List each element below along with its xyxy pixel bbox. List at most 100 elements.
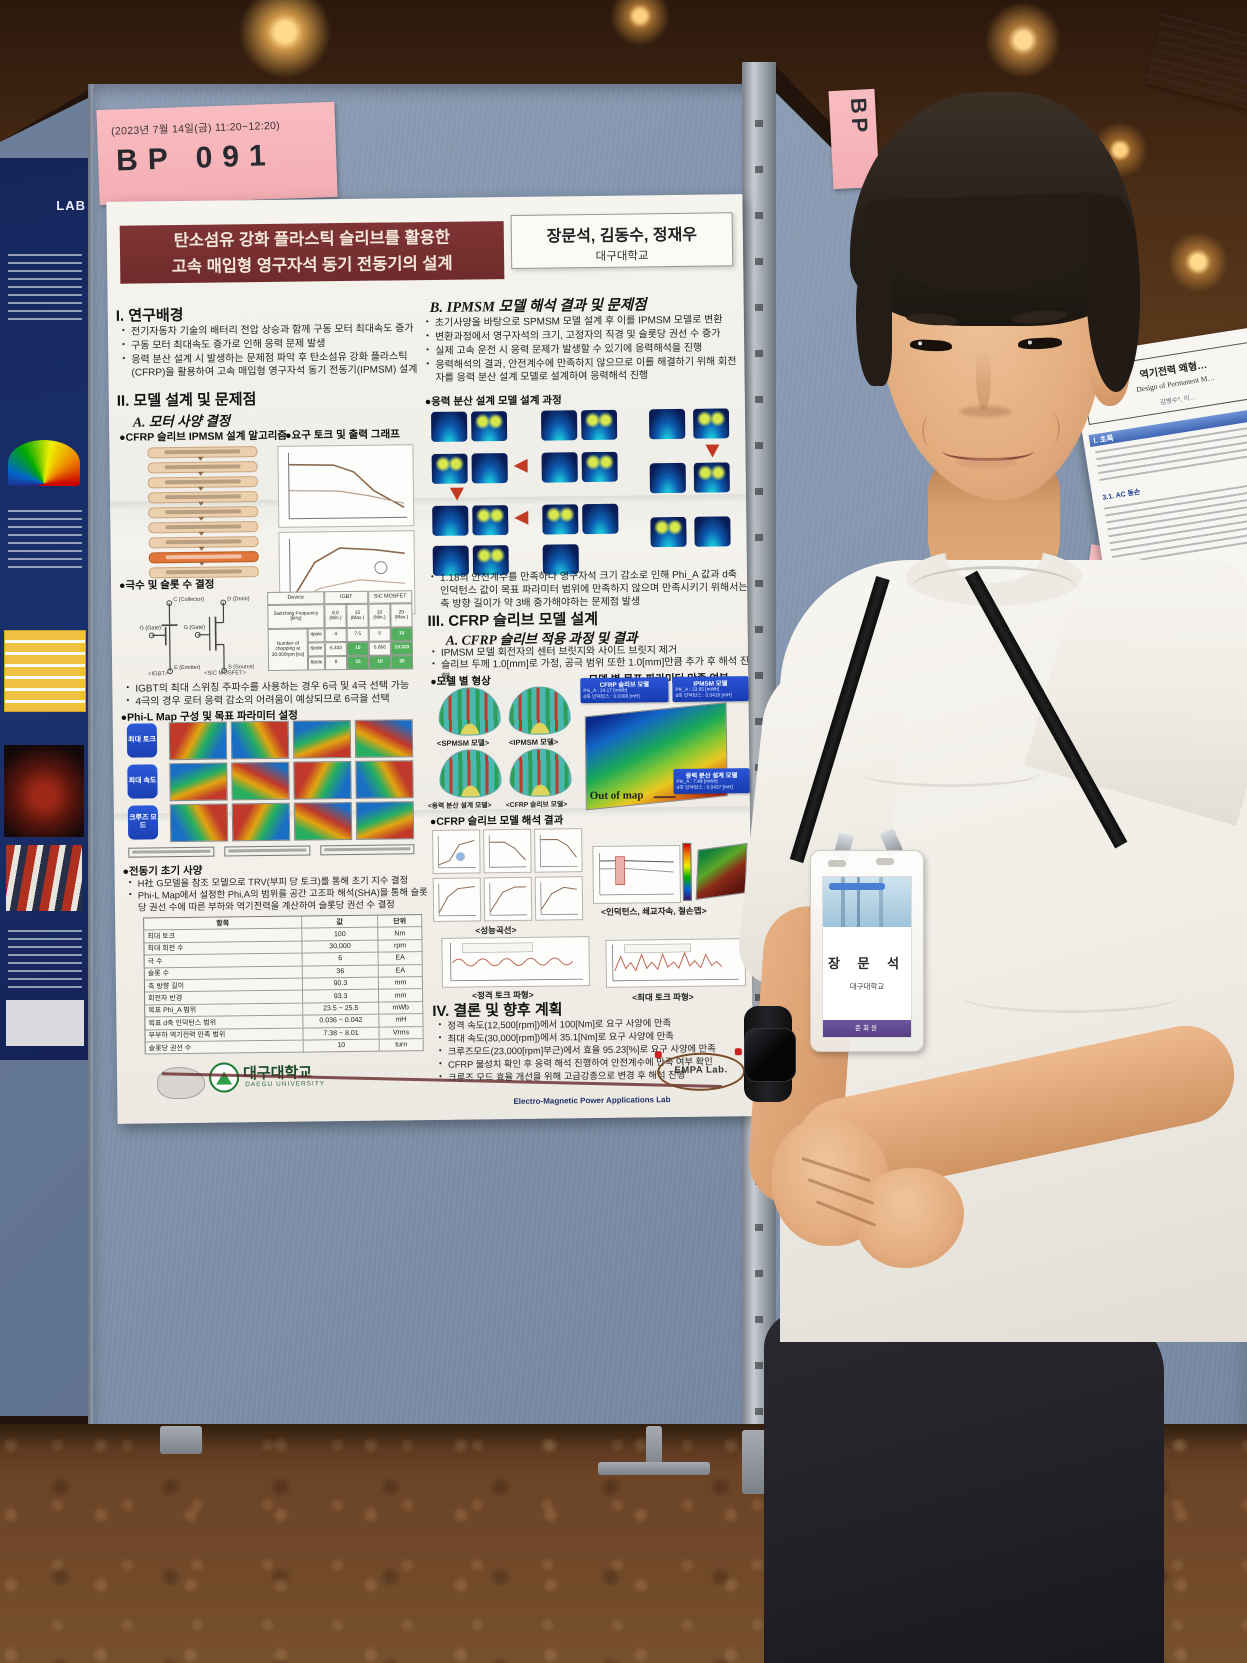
shirt-fold xyxy=(860,760,1040,787)
person-hand xyxy=(856,1168,964,1268)
board-foot xyxy=(160,1426,202,1454)
phil-map-thumb xyxy=(355,801,415,840)
flowchart-arrow xyxy=(197,471,204,476)
freq-val: 8.0 (Min.) xyxy=(324,604,347,629)
igbt-caption: <IGBT> xyxy=(148,671,169,678)
spec-unit: mH xyxy=(379,1014,424,1028)
cell: 5.333 xyxy=(324,642,347,657)
cfrp-result-heading: ●CFRP 슬리브 모델 해석 결과 xyxy=(429,814,564,829)
flowchart-arrow xyxy=(198,531,205,536)
section-1-heading: I. 연구배경 xyxy=(115,306,184,325)
cell: 5 xyxy=(368,627,391,642)
param-box-ipmsm: IPMSM 모델 Phi_A : 23.85 [mWb] d축 인덕턴스 : 0… xyxy=(672,676,749,703)
map-caption-strip xyxy=(224,845,311,857)
spec-value: 10 xyxy=(303,1039,380,1053)
session-label-bp091: (2023년 7월 14일(금) 11:20~12:20) BP 091 xyxy=(96,101,338,206)
university-name-en: DAEGU UNIVERSITY xyxy=(245,1080,326,1089)
section-2-heading: II. 모델 설계 및 문제점 xyxy=(116,391,257,410)
flowchart-arrow xyxy=(198,516,205,521)
person-hair-side xyxy=(856,238,892,386)
logo-red-tip xyxy=(654,1051,662,1059)
fea-stress-thumb xyxy=(541,452,578,483)
fea-stress-thumb xyxy=(581,451,618,483)
fea-stress-thumb xyxy=(542,504,579,535)
map-row-label: 최대 토크 xyxy=(126,723,158,758)
lab-full-name: Electro-Magnetic Power Applications Lab xyxy=(513,1095,671,1107)
result-chart xyxy=(483,828,532,874)
left-poster-text-block xyxy=(8,510,82,570)
result-chart xyxy=(534,828,583,873)
caption-inductance: <인덕턴스, 쇄교자속, 철손맵> xyxy=(601,905,707,917)
mosfet-gate-label: G (Gate) xyxy=(183,624,206,632)
badge-footer-band: 준회원 xyxy=(823,1020,911,1037)
cell-green: 10 xyxy=(368,655,392,670)
left-poster-text-block xyxy=(8,254,82,324)
fea-stress-thumb xyxy=(431,453,468,484)
person-nose-shadow xyxy=(960,406,1012,417)
phil-map-thumb xyxy=(355,760,414,799)
phil-map-thumb xyxy=(169,803,229,843)
model-caption: <CFRP 슬리브 모델> xyxy=(505,801,568,810)
poster-authors: 장문석, 김동수, 정재우 xyxy=(546,226,698,246)
spec-unit: mm xyxy=(379,989,424,1003)
igbt-emitter-label: E (Emitter) xyxy=(174,664,201,672)
row-label: 8pole xyxy=(307,656,326,671)
left-poster-text-block xyxy=(8,930,82,988)
session-date: (2023년 7월 14일(금) 11:20~12:20) xyxy=(110,119,281,138)
empa-lab-logo-text: EMPA Lab. xyxy=(674,1064,728,1077)
cell: 7.5 xyxy=(346,627,369,643)
spec-value: 23.5 ~ 25.5 xyxy=(303,1002,380,1016)
red-arrow-left-icon xyxy=(513,458,528,473)
spec-unit: EA xyxy=(378,964,423,978)
poster-title-line2: 고속 매입형 영구자석 동기 전동기의 설계 xyxy=(171,255,453,277)
spec-unit: mWb xyxy=(379,1001,424,1015)
freq-val: 20 (Max.) xyxy=(390,603,413,628)
logo-red-tip xyxy=(734,1048,742,1056)
fea-stress-thumb xyxy=(470,411,508,442)
session-code-side: BP xyxy=(845,97,873,137)
th: 단위 xyxy=(378,915,423,929)
board-foot xyxy=(646,1426,662,1470)
spec-value: 7.38 ~ 8.01 xyxy=(303,1027,380,1041)
result-chart xyxy=(432,829,481,874)
map-row-label: 크루즈 모드 xyxy=(127,805,159,840)
phil-map-thumb xyxy=(293,801,353,841)
left-neighbor-poster: LAB xyxy=(0,158,90,1060)
torque-curve-chart xyxy=(277,444,415,528)
person-smile-line xyxy=(922,416,938,446)
cell-green: 20 xyxy=(390,655,414,670)
flowchart-arrow xyxy=(198,561,205,566)
param-box-cfrp: CFRP 슬리브 모델 Phi_A : 24.17 [mWb] d축 인덕턴스 … xyxy=(580,677,669,704)
param-line: d축 인덕턴스 : 0.0368 [mH] xyxy=(583,694,640,701)
map-row-label: 최대 속도 xyxy=(127,764,158,799)
flowchart-arrow xyxy=(198,546,205,551)
mosfet-drain-label: D (Drain) xyxy=(227,596,250,603)
flowchart-arrow xyxy=(197,456,204,461)
poster-title-banner: 탄소섬유 강화 플라스틱 슬리브를 활용한 고속 매입형 영구자석 동기 전동기… xyxy=(119,221,505,284)
param-box-stress: 응력 분산 설계 모델 Phi_A : 7.49 [mWb] d축 인덕턴스 :… xyxy=(673,768,750,795)
param-line: d축 인덕턴스 : 0.0416 [mH] xyxy=(675,693,732,699)
section-2a-heading: A. 모터 사양 결정 xyxy=(132,413,231,430)
flowchart-arrow xyxy=(198,501,205,506)
mosfet-caption: <SiC MOSFET> xyxy=(204,670,247,677)
igbt-symbol-icon: C (Collector) G (Gate) E (Emitter) D (Dr… xyxy=(139,594,258,679)
fea-stress-thumb xyxy=(471,453,508,484)
poster-author-box: 장문석, 김동수, 정재우 대구대학교 xyxy=(510,212,734,269)
bullet: 응력해석의 결과, 안전계수에 만족하지 않으므로 이를 해결하기 위해 회전자… xyxy=(426,355,745,385)
spec-unit: EA xyxy=(378,952,423,966)
bullet: Phi-L Map에서 설정한 Phi,A의 범위를 공간 고조파 해석(SHA… xyxy=(129,886,430,914)
result-chart xyxy=(534,876,584,921)
stress-design-heading: ●응력 분산 설계 모델 설계 과정 xyxy=(424,394,562,409)
spec-unit: Nm xyxy=(378,927,423,941)
map-caption-strip xyxy=(320,844,415,856)
smartwatch-face xyxy=(744,1028,796,1082)
fea-stress-thumb xyxy=(648,408,686,440)
board-foot-bar xyxy=(598,1462,710,1475)
spec-value: 100 xyxy=(302,928,379,942)
badge-card: 장 문 석 대구대학교 준회원 xyxy=(822,876,912,1038)
th-igbt: IGBT xyxy=(324,590,369,605)
igbt-gate-label: G (Gate) xyxy=(139,625,162,632)
person-smile-line xyxy=(1044,414,1060,444)
param-box-title: 응력 분산 설계 모델 xyxy=(685,772,738,780)
